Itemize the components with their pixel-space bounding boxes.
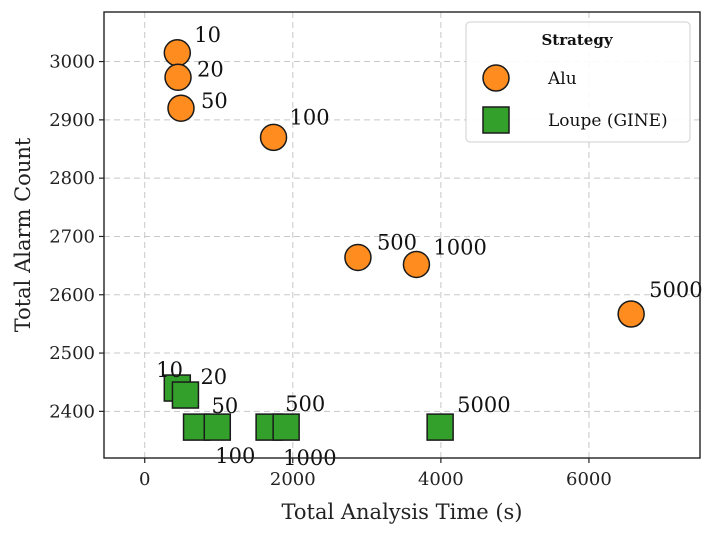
alu-point bbox=[617, 300, 645, 328]
alu-point-label: 5000 bbox=[649, 278, 702, 302]
legend-marker-alu bbox=[482, 64, 510, 92]
axis-ticks: 0 2000 4000 6000 2400 2500 2600 2700 2800 2900 300… bbox=[49, 52, 612, 490]
alu-point-label: 50 bbox=[201, 89, 228, 113]
alu-point bbox=[163, 39, 192, 67]
alu-point-label: 500 bbox=[377, 230, 417, 254]
loupe-point-label: 500 bbox=[285, 392, 325, 416]
alu-point bbox=[167, 94, 195, 122]
data-marks bbox=[163, 39, 645, 441]
loupe-point-label: 50 bbox=[212, 394, 239, 418]
loupe-point bbox=[272, 413, 300, 441]
loupe-point bbox=[426, 413, 454, 441]
x-tick-label: 6000 bbox=[566, 469, 612, 490]
loupe-point-label: 10 bbox=[156, 358, 183, 382]
loupe-point-label: 5000 bbox=[457, 393, 510, 417]
y-tick-label: 2900 bbox=[49, 110, 95, 131]
alu-point-label: 1000 bbox=[433, 235, 486, 259]
x-axis-title: Total Analysis Time (s) bbox=[281, 500, 522, 524]
loupe-point-label: 100 bbox=[215, 444, 255, 468]
x-tick-label: 2000 bbox=[270, 469, 316, 490]
loupe-point-label: 20 bbox=[200, 365, 227, 389]
y-tick-label: 2800 bbox=[49, 168, 95, 189]
legend-title: Strategy bbox=[541, 31, 613, 49]
y-tick-label: 2400 bbox=[49, 401, 95, 422]
alu-point bbox=[402, 250, 431, 279]
alu-point-label: 20 bbox=[197, 57, 224, 81]
x-tick-label: 0 bbox=[139, 469, 150, 490]
legend-marker-loupe bbox=[482, 106, 510, 134]
y-tick-label: 2600 bbox=[49, 285, 95, 306]
y-tick-label: 3000 bbox=[49, 52, 95, 73]
loupe-point bbox=[203, 413, 232, 441]
legend-box bbox=[465, 21, 691, 143]
alu-point bbox=[259, 123, 288, 152]
y-axis-title: Total Alarm Count bbox=[11, 137, 35, 332]
loupe-point bbox=[171, 381, 200, 409]
y-tick-label: 2700 bbox=[49, 226, 95, 247]
legend-label-loupe: Loupe (GINE) bbox=[548, 111, 668, 131]
y-tick-label: 2500 bbox=[49, 343, 95, 364]
legend-label-alu: Alu bbox=[547, 69, 577, 89]
alu-point-label: 10 bbox=[194, 23, 221, 47]
alu-point bbox=[344, 243, 372, 272]
x-tick-label: 4000 bbox=[418, 469, 464, 490]
plot-frame bbox=[103, 11, 701, 459]
alu-point-label: 100 bbox=[290, 105, 330, 129]
legend: Strategy Alu Loupe (GINE) bbox=[465, 21, 691, 143]
alu-point bbox=[164, 63, 192, 92]
